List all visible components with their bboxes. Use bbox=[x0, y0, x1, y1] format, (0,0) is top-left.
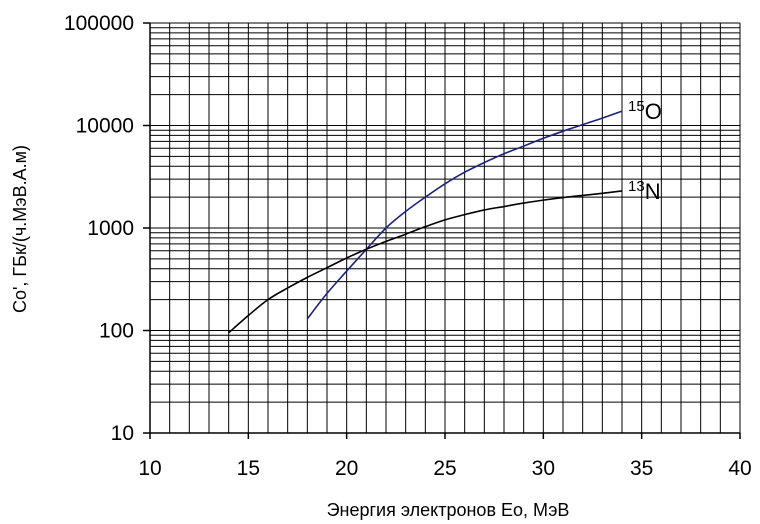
x-tick-label: 25 bbox=[433, 457, 456, 480]
x-tick-label: 35 bbox=[630, 457, 653, 480]
y-tick-label: 100 bbox=[99, 320, 134, 343]
x-axis-title: Энергия электронов Ео, МэВ bbox=[327, 500, 570, 520]
x-tick-label: 30 bbox=[532, 457, 555, 480]
x-tick-labels: 10 15 20 25 30 35 40 bbox=[138, 457, 751, 480]
y-tick-labels: 10 100 1000 10000 100000 bbox=[64, 12, 134, 445]
x-tick-label: 20 bbox=[335, 457, 358, 480]
y-tick-label: 1000 bbox=[87, 217, 134, 240]
x-tick-label: 15 bbox=[237, 457, 260, 480]
series-line-15o bbox=[306, 110, 623, 320]
x-tick-label: 10 bbox=[138, 457, 161, 480]
series-line-13n bbox=[228, 190, 623, 334]
grid bbox=[149, 22, 741, 434]
series-labels: 15O 13N bbox=[628, 98, 662, 204]
axes bbox=[143, 22, 741, 439]
series-label-15o: 15O bbox=[628, 98, 662, 124]
series-lines bbox=[228, 110, 623, 334]
y-tick-label: 100000 bbox=[64, 12, 134, 35]
y-axis-title: Co', ГБк/(ч.МэВ.А.м) bbox=[10, 145, 30, 313]
y-tick-label: 10000 bbox=[76, 115, 134, 138]
series-label-13n: 13N bbox=[628, 178, 661, 204]
x-tick-label: 40 bbox=[728, 457, 751, 480]
y-tick-label: 10 bbox=[111, 422, 134, 445]
